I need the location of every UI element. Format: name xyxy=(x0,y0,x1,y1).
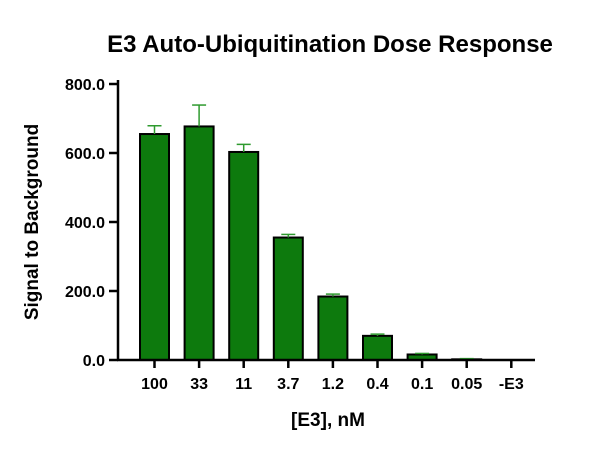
error-bars xyxy=(147,104,474,360)
x-axis: 100 33 11 3.7 1.2 0.4 0.1 0.05 -E3 xyxy=(141,360,524,393)
x-tick-label: 0.4 xyxy=(366,376,388,393)
y-tick-label: 600.0 xyxy=(65,146,105,163)
bar xyxy=(362,334,393,362)
bar xyxy=(272,236,304,361)
x-tick-label: 1.2 xyxy=(322,376,344,393)
y-tick-label: 400.0 xyxy=(65,215,105,232)
chart-title: E3 Auto-Ubiquitination Dose Response xyxy=(107,31,553,58)
bar xyxy=(317,295,349,361)
bar-series xyxy=(139,125,483,362)
x-tick-label: -E3 xyxy=(499,376,524,393)
x-tick-label: 0.1 xyxy=(411,376,433,393)
y-axis: 0.0 200.0 400.0 600.0 800.0 xyxy=(65,77,118,370)
x-tick-label: 0.05 xyxy=(451,376,482,393)
y-tick-label: 800.0 xyxy=(65,77,105,94)
x-tick-label: 11 xyxy=(235,376,252,393)
x-axis-label: [E3], nM xyxy=(291,410,365,431)
y-tick-label: 0.0 xyxy=(83,353,105,370)
x-tick-label: 33 xyxy=(190,376,208,393)
bar xyxy=(228,150,260,361)
x-tick-label: 3.7 xyxy=(277,376,299,393)
y-tick-label: 200.0 xyxy=(65,284,105,301)
bar xyxy=(139,133,170,361)
y-axis-label: Signal to Background xyxy=(22,124,43,320)
x-tick-label: 100 xyxy=(141,376,168,393)
bar xyxy=(183,125,215,361)
